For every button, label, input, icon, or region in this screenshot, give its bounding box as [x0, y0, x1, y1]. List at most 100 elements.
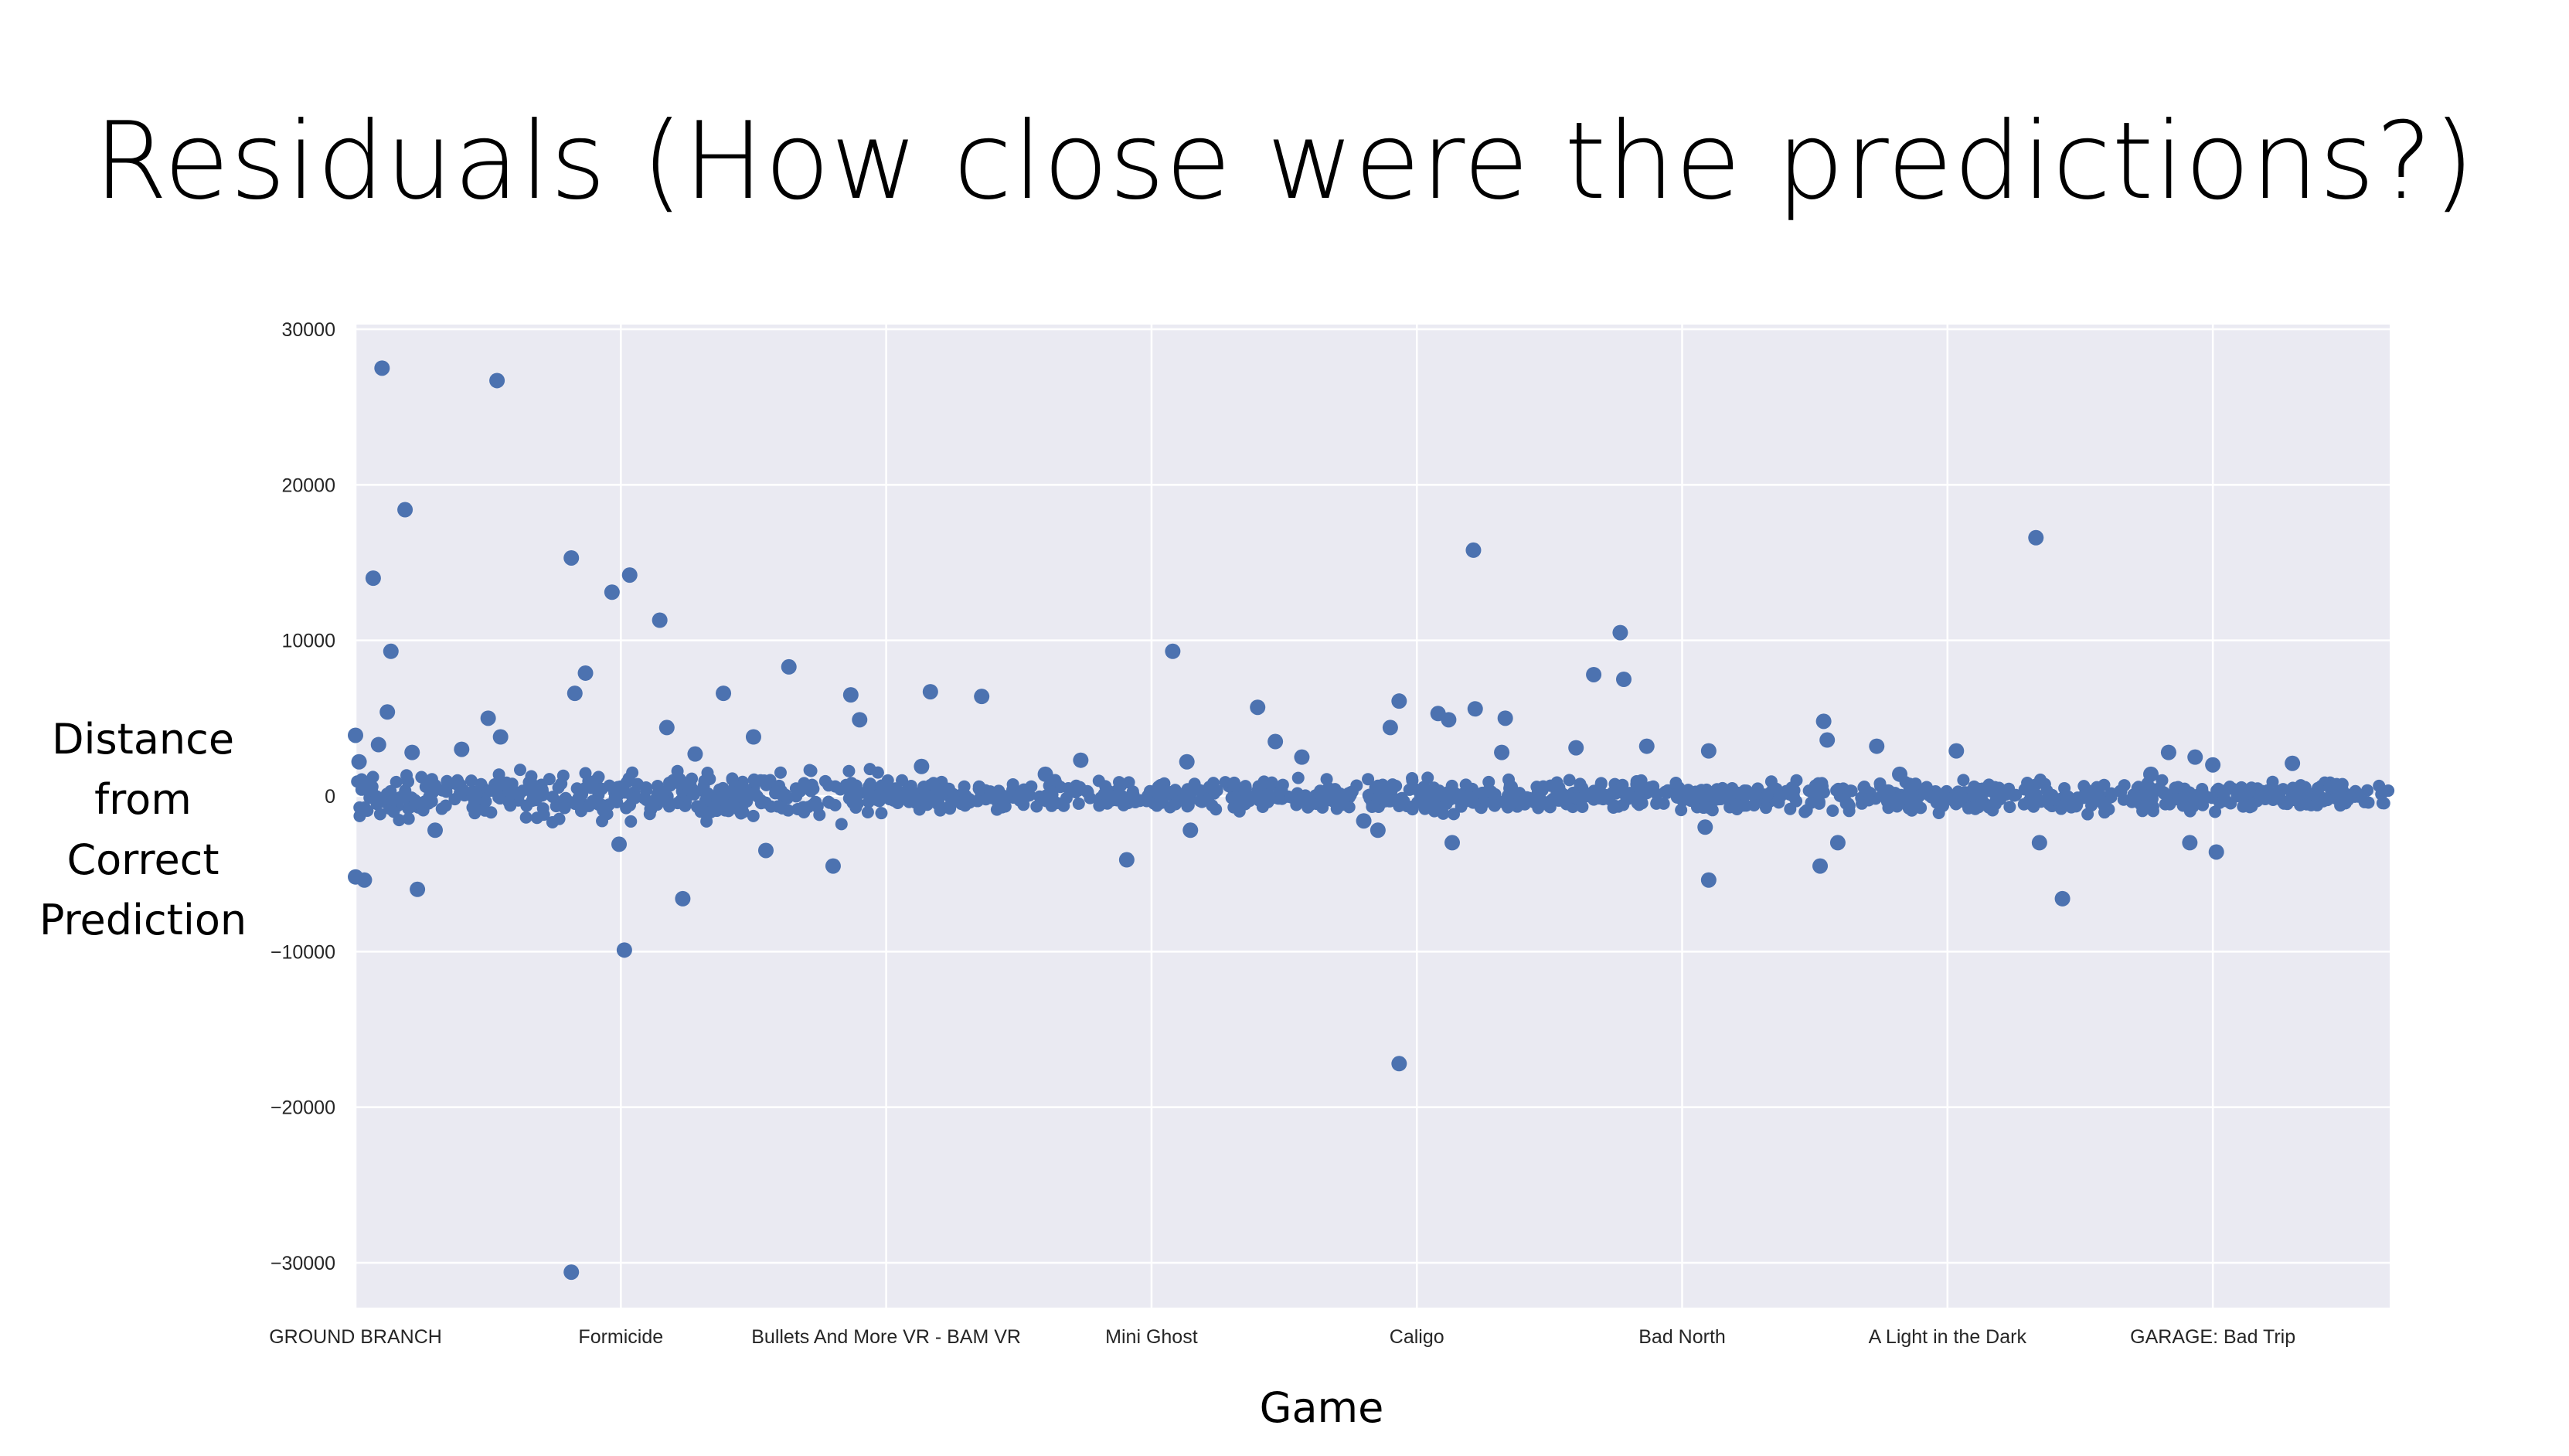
data-point	[370, 737, 386, 753]
data-point	[1219, 776, 1232, 789]
data-point	[439, 799, 452, 812]
residual-band	[351, 763, 2395, 831]
data-point	[1925, 791, 1938, 804]
data-point	[1697, 819, 1713, 835]
data-point	[1497, 710, 1513, 726]
data-point	[2298, 781, 2312, 794]
x-axis-label: Game	[1259, 1383, 1384, 1432]
data-point	[1863, 794, 1876, 807]
data-point	[429, 779, 442, 792]
data-point	[2317, 794, 2330, 808]
data-point	[2156, 774, 2169, 787]
data-point	[365, 570, 381, 587]
y-tick-label: −30000	[271, 1253, 335, 1274]
data-point	[1023, 789, 1036, 802]
data-point	[1465, 542, 1482, 558]
data-point	[1857, 781, 1870, 794]
data-point	[2090, 783, 2103, 796]
y-tick-label: 20000	[281, 475, 335, 496]
data-point	[1164, 801, 1177, 814]
x-tick-label: Bad North	[1638, 1326, 1726, 1348]
data-point	[1193, 784, 1206, 797]
data-point	[2349, 784, 2362, 798]
data-point	[1570, 791, 1583, 805]
data-point	[1740, 784, 1753, 798]
data-point	[1169, 784, 1182, 797]
data-point	[2081, 808, 2094, 821]
data-point	[1612, 624, 1628, 641]
data-point	[2163, 798, 2176, 811]
data-point	[559, 791, 572, 805]
data-point	[2020, 797, 2033, 810]
data-point	[687, 746, 703, 762]
data-point	[2105, 787, 2118, 800]
data-point	[1467, 796, 1480, 809]
data-point	[2196, 784, 2209, 798]
data-point	[1299, 789, 1312, 802]
data-point	[2098, 806, 2111, 819]
data-point	[1586, 666, 1602, 682]
data-point	[716, 791, 730, 804]
plot-area: 30000 20000 10000 0 −10000 −20000 −30000 GROUND…	[269, 319, 2395, 1348]
data-point	[611, 836, 628, 852]
data-point	[1709, 793, 1722, 806]
data-point	[757, 842, 774, 859]
data-point	[834, 783, 847, 796]
data-point	[875, 779, 888, 792]
data-point	[348, 727, 363, 743]
data-point	[1576, 801, 1589, 814]
x-tick-label: GROUND BRANCH	[269, 1326, 442, 1348]
data-point	[984, 785, 997, 798]
data-point	[410, 881, 426, 897]
data-point	[2169, 781, 2182, 794]
data-point	[1291, 771, 1305, 784]
data-point	[1700, 743, 1717, 759]
data-point	[1265, 778, 1278, 791]
data-point	[639, 781, 652, 794]
data-point	[358, 801, 371, 814]
data-point	[1356, 813, 1372, 829]
data-point	[1196, 795, 1209, 808]
y-axis-label-line-2: from	[94, 775, 192, 824]
data-point	[514, 764, 527, 777]
data-point	[400, 769, 413, 782]
data-point	[1936, 792, 1949, 805]
data-point	[616, 942, 632, 958]
data-point	[1700, 872, 1717, 888]
data-point	[1012, 788, 1026, 801]
data-point	[2382, 784, 2395, 798]
data-point	[1429, 800, 1442, 813]
data-point	[2285, 786, 2298, 799]
data-point	[1816, 780, 1829, 793]
data-point	[1391, 794, 1404, 808]
data-point	[1972, 801, 1985, 814]
data-point	[1650, 797, 1663, 810]
data-point	[710, 805, 723, 818]
data-point	[2377, 797, 2390, 810]
data-point	[2160, 744, 2176, 760]
data-point	[2098, 796, 2111, 809]
data-point	[1675, 804, 1688, 817]
data-point	[1417, 792, 1430, 805]
data-point	[1305, 798, 1318, 811]
data-point	[1427, 784, 1440, 798]
data-point	[2261, 790, 2275, 803]
data-point	[1117, 798, 1130, 811]
data-point	[1812, 797, 1826, 810]
data-point	[2342, 793, 2355, 806]
data-point	[529, 784, 542, 798]
y-axis-label-line-3: Correct	[66, 835, 219, 884]
data-point	[2205, 757, 2221, 773]
data-point	[1501, 801, 1514, 814]
data-point	[842, 687, 859, 703]
data-point	[1593, 782, 1606, 795]
data-point	[1747, 798, 1761, 811]
data-point	[1638, 738, 1655, 754]
data-point	[1873, 780, 1887, 793]
data-point	[567, 685, 583, 702]
data-point	[1045, 786, 1058, 799]
data-point	[1992, 788, 2005, 801]
data-point	[1273, 785, 1286, 798]
data-point	[2241, 787, 2254, 800]
data-point	[577, 665, 594, 681]
